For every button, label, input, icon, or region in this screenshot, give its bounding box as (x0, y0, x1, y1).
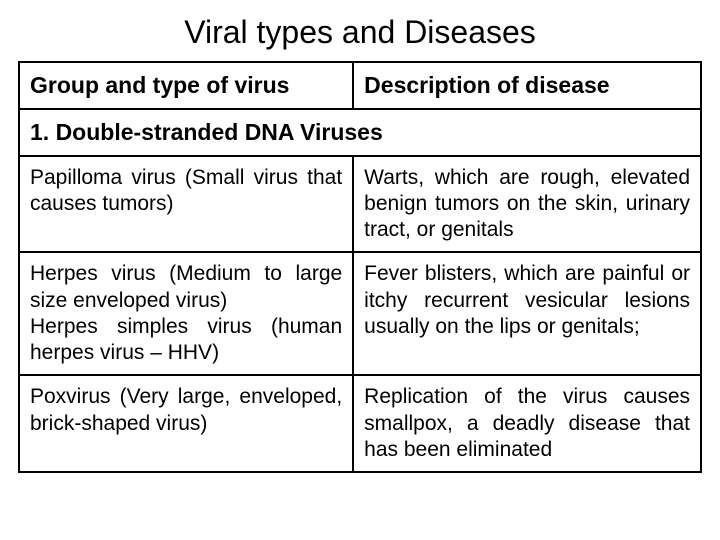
column-header-description: Description of disease (353, 62, 701, 109)
table-row: Herpes virus (Medium to large size envel… (19, 252, 701, 375)
column-header-group: Group and type of virus (19, 62, 353, 109)
table-row: Papilloma virus (Small virus that causes… (19, 156, 701, 253)
section-heading: 1. Double-stranded DNA Viruses (19, 109, 701, 156)
table-header-row: Group and type of virus Description of d… (19, 62, 701, 109)
cell-desc: Fever blisters, which are painful or itc… (353, 252, 701, 375)
cell-group: Poxvirus (Very large, enveloped, brick-s… (19, 375, 353, 472)
cell-group: Herpes virus (Medium to large size envel… (19, 252, 353, 375)
virus-table: Group and type of virus Description of d… (18, 61, 702, 473)
cell-desc: Replication of the virus causes smallpox… (353, 375, 701, 472)
cell-desc: Warts, which are rough, elevated benign … (353, 156, 701, 253)
table-row: Poxvirus (Very large, enveloped, brick-s… (19, 375, 701, 472)
table-section-row: 1. Double-stranded DNA Viruses (19, 109, 701, 156)
page-title: Viral types and Diseases (18, 8, 702, 61)
cell-group: Papilloma virus (Small virus that causes… (19, 156, 353, 253)
